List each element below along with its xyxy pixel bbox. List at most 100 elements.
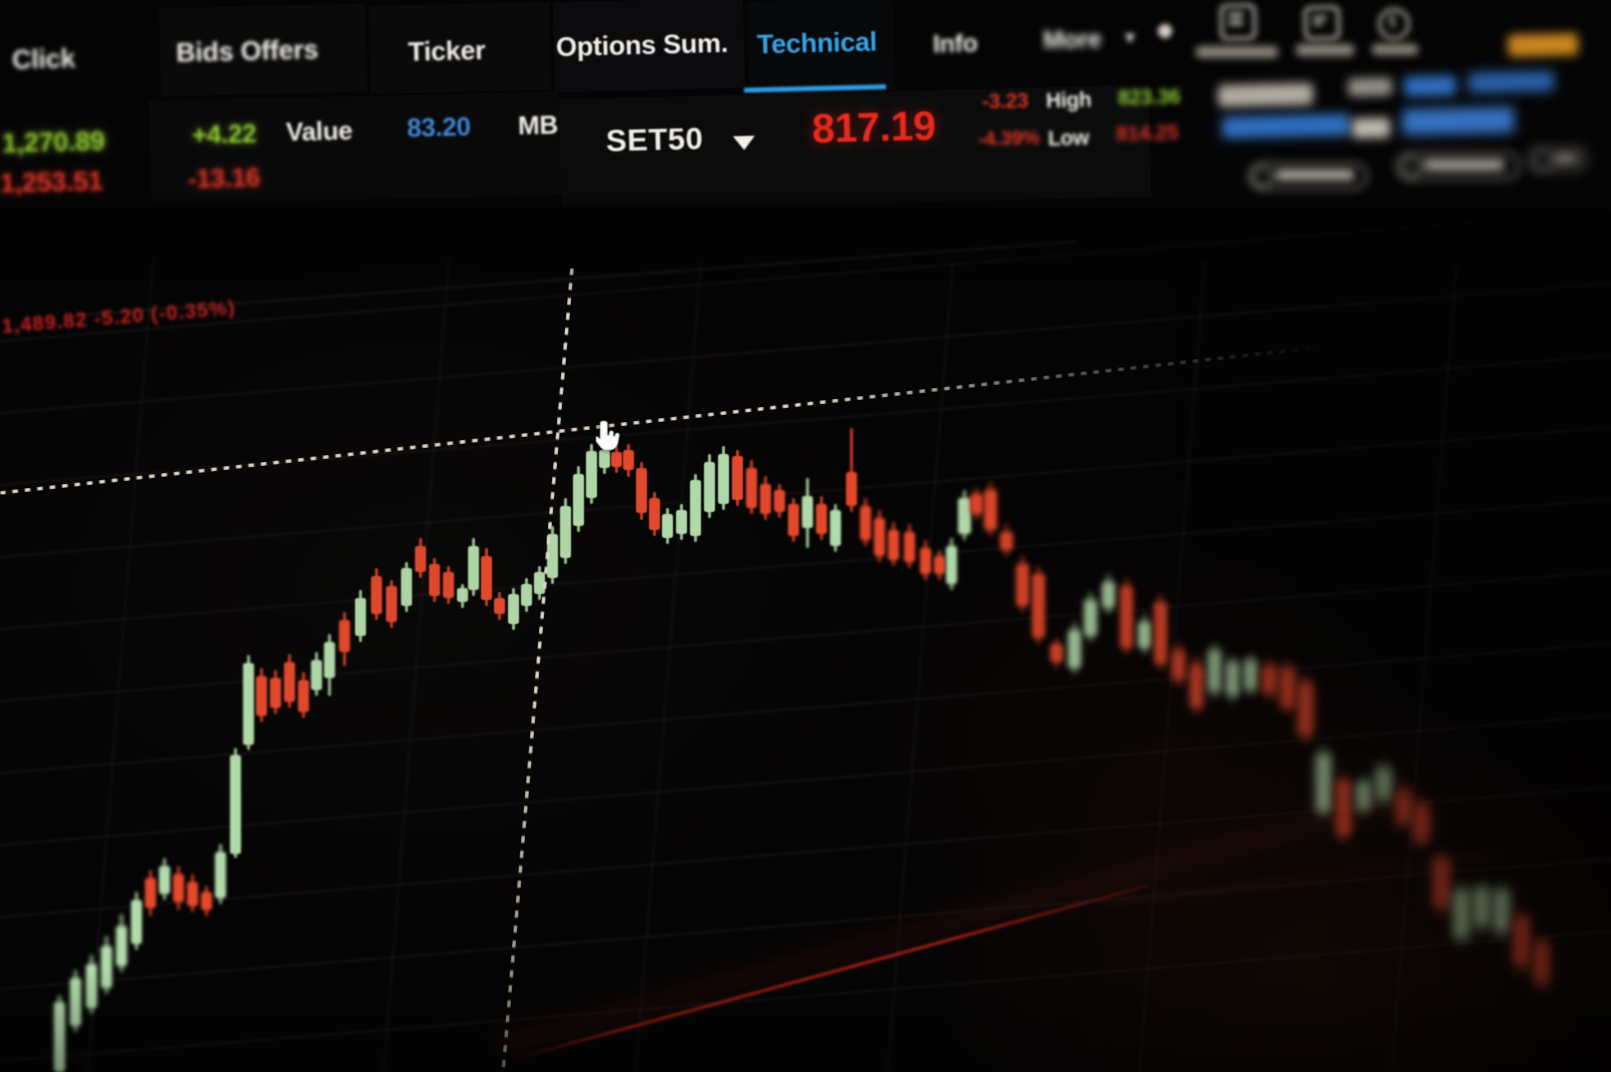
trendline xyxy=(511,883,1150,1061)
candle-body-red xyxy=(860,506,871,540)
candle-body-green xyxy=(1494,890,1509,932)
chevron-down-icon[interactable]: ▼ xyxy=(1121,29,1138,48)
blurred-text-blob xyxy=(1507,33,1579,57)
left-price-bottom: 1,253.51 xyxy=(0,165,104,199)
candle-body-red xyxy=(1414,804,1429,842)
top-bottom-vignette xyxy=(0,210,1611,1072)
gridline-h xyxy=(0,707,1611,846)
candle-body-red xyxy=(443,572,454,598)
candle-body-green xyxy=(54,1002,65,1072)
candle-body-green xyxy=(1138,622,1151,648)
change-down-value: -13.16 xyxy=(187,162,261,194)
blurred-link-pill[interactable] xyxy=(1528,146,1588,172)
candle-body-red xyxy=(429,564,440,596)
candle-body-red xyxy=(187,882,198,906)
symbol-selector[interactable]: SET50 xyxy=(605,120,704,159)
candle-body-green xyxy=(1208,650,1221,692)
candle-body-red xyxy=(760,484,771,514)
candle-body-red xyxy=(1172,650,1185,680)
change-up-value: +4.22 xyxy=(191,118,257,150)
gridline-v xyxy=(1383,259,1458,1072)
left-price-top: 1,270.89 xyxy=(1,125,106,159)
candle-body-red xyxy=(904,532,915,562)
blurred-icon-label xyxy=(1372,44,1418,55)
tab-technical[interactable]: Technical xyxy=(756,26,878,60)
candle-body-red xyxy=(1514,916,1529,966)
candle-body-red xyxy=(270,678,281,708)
candle-body-green xyxy=(86,964,97,1008)
candle-body-red xyxy=(1280,668,1295,708)
candle-body-green xyxy=(690,480,701,536)
blurred-link-pill[interactable] xyxy=(1248,162,1368,190)
candle-body-green xyxy=(704,462,715,512)
blurred-text-blob xyxy=(1221,113,1351,139)
candle-body-red xyxy=(774,490,785,512)
notifications-icon[interactable] xyxy=(1219,3,1257,41)
blurred-icon-label xyxy=(1196,46,1278,58)
header-bottom-fade xyxy=(0,196,1611,212)
candle-body-red xyxy=(386,586,397,622)
tab-click[interactable]: Click xyxy=(11,43,76,75)
candle-body-red xyxy=(1120,586,1133,648)
candle-body-red xyxy=(256,676,267,716)
candle-body-green xyxy=(1102,582,1115,608)
blurred-link-pill[interactable] xyxy=(1396,152,1520,180)
candle-body-red xyxy=(481,556,492,600)
tab-options-sum[interactable]: Options Sum. xyxy=(555,27,729,63)
tab-info[interactable]: Info xyxy=(932,29,978,59)
candle-body-green xyxy=(1316,754,1331,812)
candle-body-green xyxy=(243,663,254,745)
high-label: High xyxy=(1045,88,1092,113)
feedback-icon[interactable] xyxy=(1303,5,1341,41)
candle-body-red xyxy=(1000,532,1013,550)
candle-body-green xyxy=(116,926,127,966)
candle-body-green xyxy=(215,852,226,898)
candle-body-red xyxy=(1534,942,1549,984)
candle-body-green xyxy=(159,866,170,894)
candle-body-green xyxy=(560,506,571,558)
value-amount: 83.20 xyxy=(406,111,471,143)
tab-bids-offers[interactable]: Bids Offers xyxy=(175,34,319,68)
candle-body-red xyxy=(371,576,382,614)
candle-body-green xyxy=(1068,630,1081,668)
candle-body-green xyxy=(70,978,81,1026)
gridline-h xyxy=(0,923,1611,1062)
low-value: 814.25 xyxy=(1115,121,1179,146)
candle-body-green xyxy=(324,642,335,678)
candle-body-red xyxy=(874,518,885,556)
blurred-text-blob xyxy=(1467,70,1555,94)
candle-body-green xyxy=(355,598,366,636)
candle-body-red xyxy=(1190,664,1203,708)
candle-body-green xyxy=(830,510,841,546)
candle-body-red xyxy=(934,556,945,574)
logout-icon[interactable] xyxy=(1377,7,1411,41)
last-price: 817.19 xyxy=(811,102,937,152)
candle-body-red xyxy=(415,546,426,572)
warm-glow-2 xyxy=(0,210,1611,1072)
candle-body-red xyxy=(173,874,184,902)
candle-body-red xyxy=(920,548,931,574)
candle-body-green xyxy=(1226,662,1239,696)
candlestick-chart-area[interactable]: 1,489.82 -5.20 (-0.35%) xyxy=(0,203,1611,1072)
blurred-text-blob xyxy=(1401,106,1515,136)
candle-body-red xyxy=(984,490,997,530)
candle-body-green xyxy=(1084,600,1097,636)
crosshair-vertical xyxy=(500,267,574,1072)
candle-body-green xyxy=(946,546,957,584)
candle-body-red xyxy=(1016,564,1029,606)
candle-body-red xyxy=(339,620,350,652)
tab-ticker[interactable]: Ticker xyxy=(407,35,486,67)
value-unit: MB xyxy=(517,109,559,141)
candle-body-green xyxy=(401,568,412,606)
header-bar: Click Bids Offers Ticker Options Sum. Te… xyxy=(0,0,1611,212)
tab-more[interactable]: More xyxy=(1042,25,1102,55)
candle-body-green xyxy=(131,900,142,944)
candle-body-green xyxy=(1376,768,1391,800)
gridline-v xyxy=(627,259,702,1072)
gridline-h xyxy=(0,635,1611,774)
symbol-dropdown-caret-icon[interactable] xyxy=(732,135,756,151)
candle-body-green xyxy=(662,514,673,538)
candle-body-green xyxy=(802,496,813,528)
candle-body-red xyxy=(201,892,212,910)
